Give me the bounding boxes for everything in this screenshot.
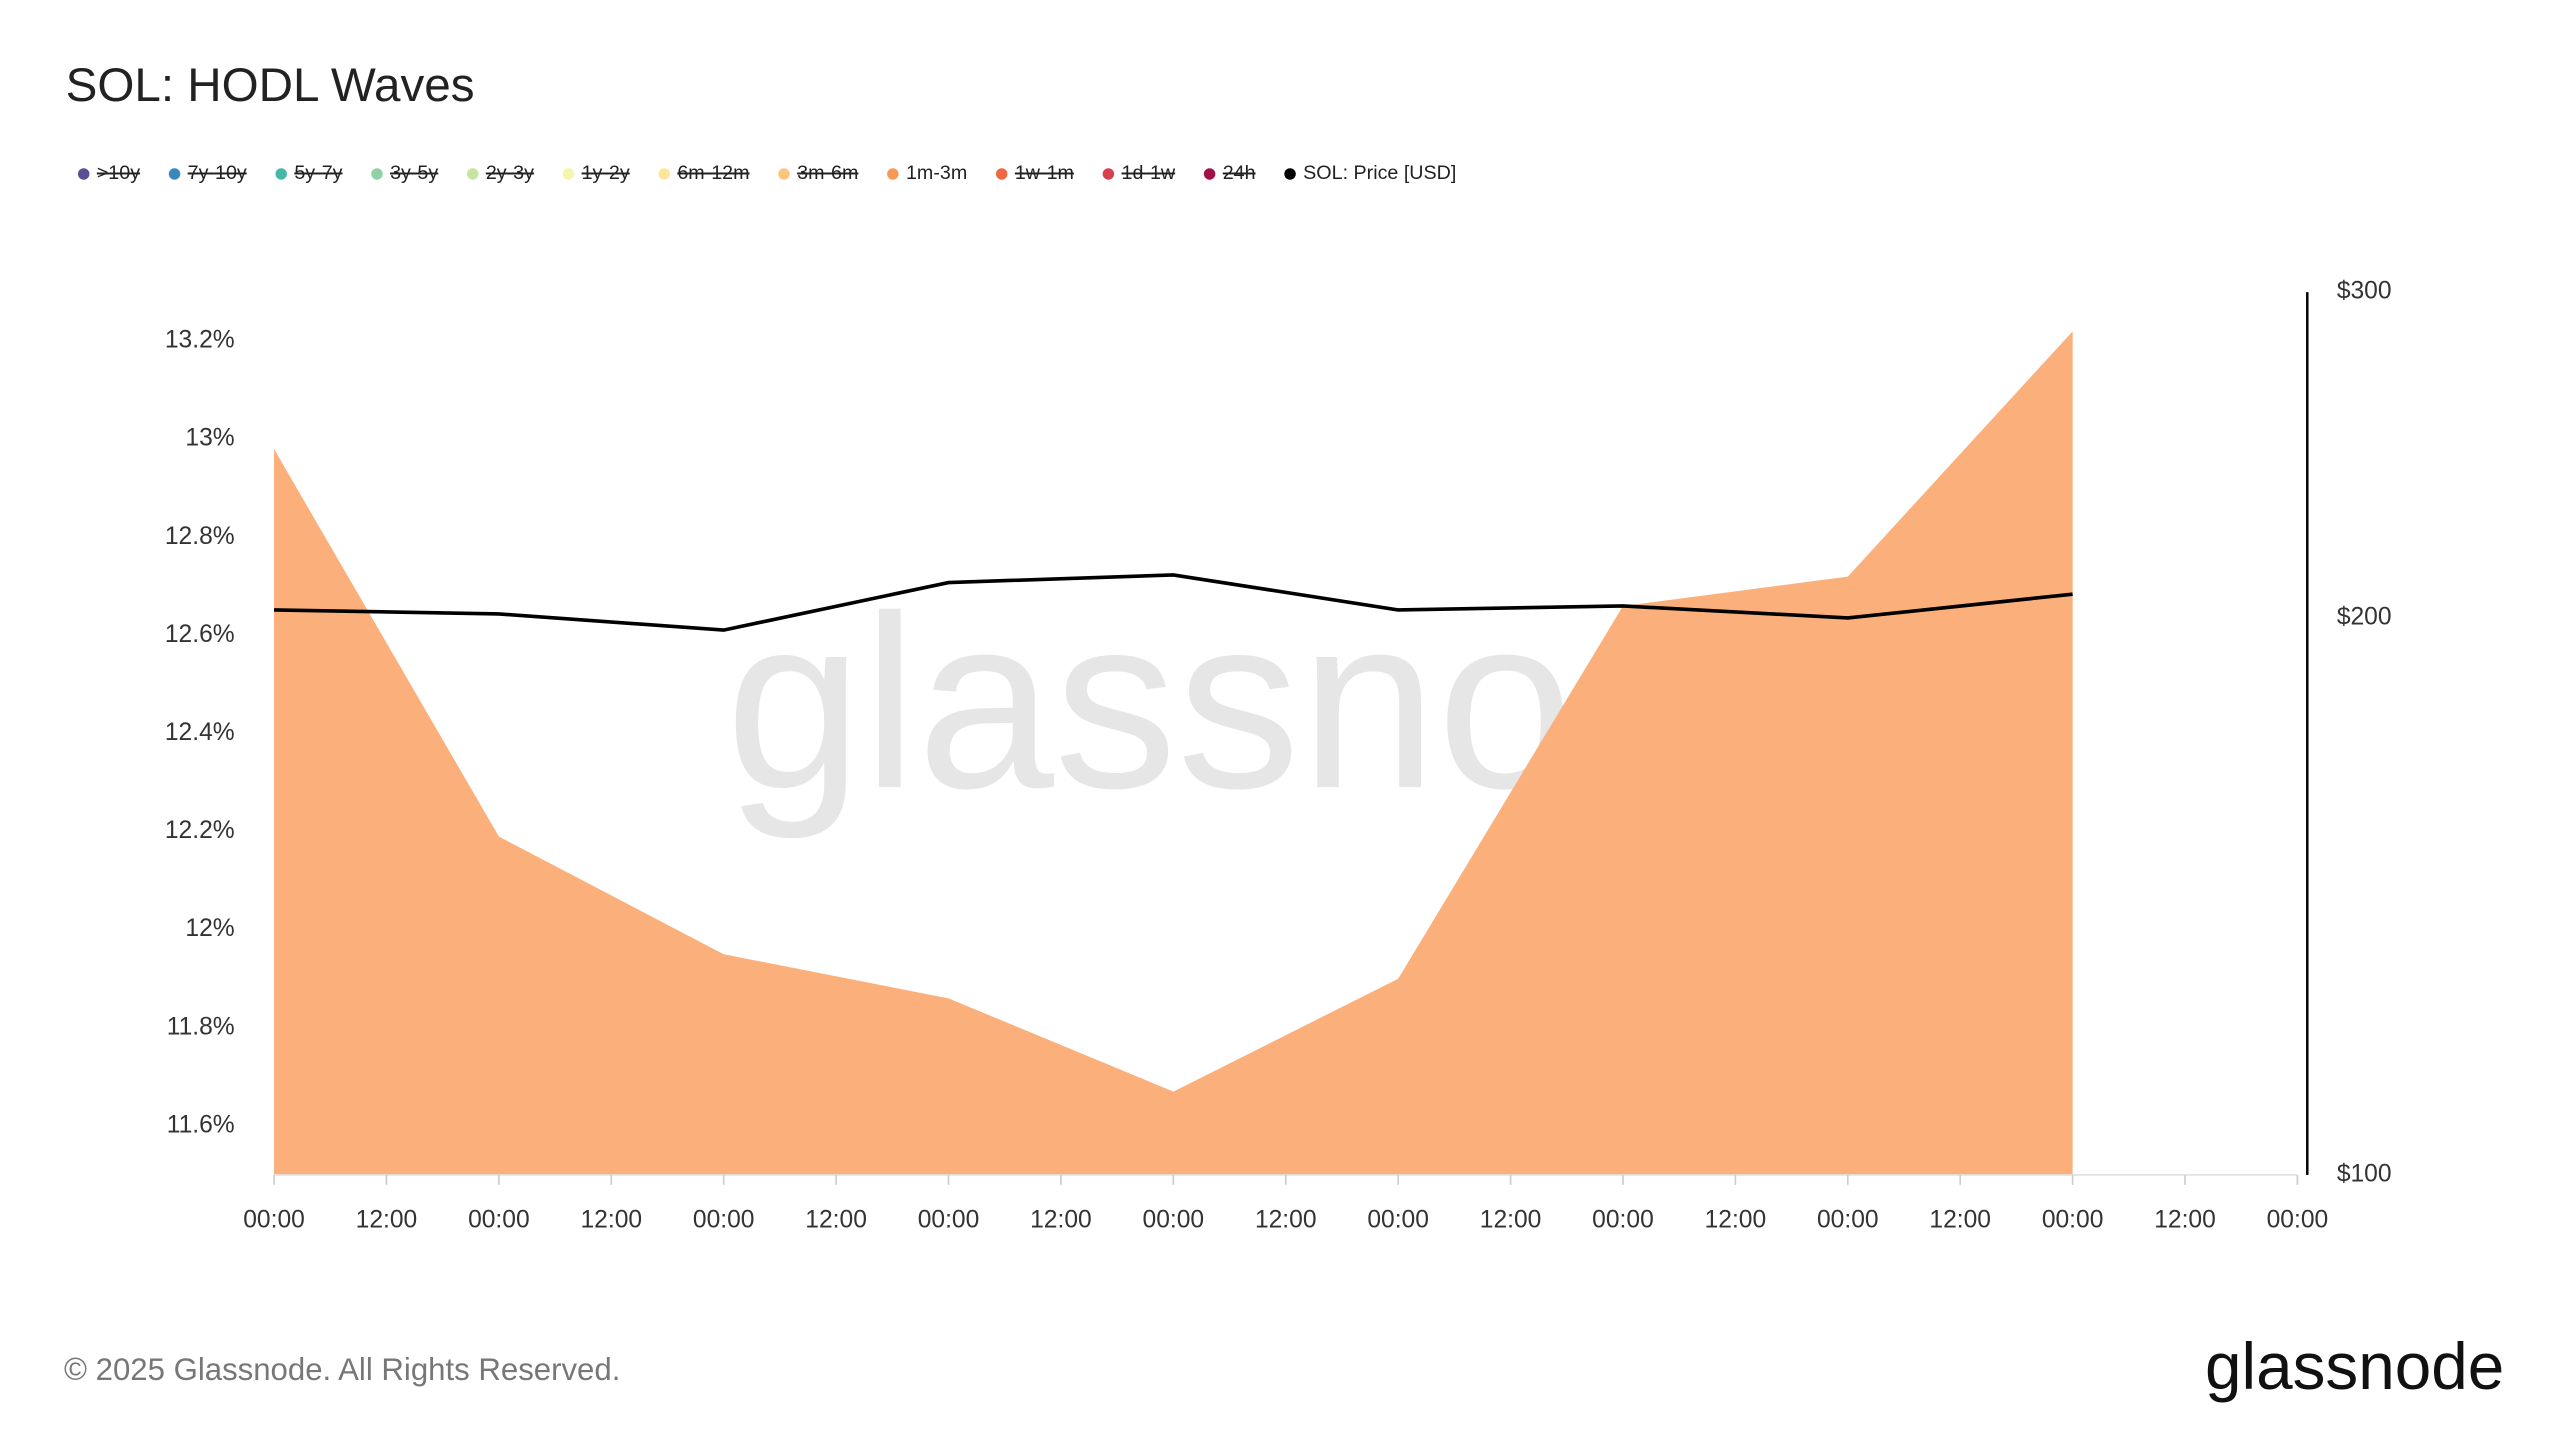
legend-label[interactable]: 2y-3y bbox=[486, 162, 534, 184]
x-tick-label: 00:00 bbox=[468, 1206, 530, 1233]
legend-label[interactable]: 1y-2y bbox=[582, 162, 630, 184]
legend-marker bbox=[658, 168, 670, 180]
y-tick-label: 13.2% bbox=[165, 327, 235, 354]
y2-tick-label: $100 bbox=[2337, 1160, 2392, 1187]
chart-title: SOL: HODL Waves bbox=[66, 59, 475, 112]
legend-label[interactable]: 1d-1w bbox=[1122, 162, 1176, 184]
x-tick-label: 12:00 bbox=[1929, 1206, 1991, 1233]
y-tick-label: 12% bbox=[185, 915, 234, 942]
x-tick-label: 12:00 bbox=[1480, 1206, 1542, 1233]
legend-label[interactable]: >10y bbox=[97, 162, 140, 184]
legend-marker bbox=[77, 168, 90, 180]
legend-label[interactable]: SOL: Price [USD] bbox=[1303, 162, 1456, 184]
x-tick-label: 12:00 bbox=[1705, 1206, 1767, 1233]
y-tick-label: 12.6% bbox=[165, 621, 235, 648]
y-tick-label: 12.8% bbox=[165, 523, 235, 550]
x-tick-label: 00:00 bbox=[243, 1206, 305, 1233]
legend-marker bbox=[778, 168, 790, 180]
legend-label[interactable]: 3y-5y bbox=[390, 162, 438, 184]
area bbox=[274, 331, 2073, 1175]
y-tick-label: 12.2% bbox=[165, 817, 235, 844]
logo: glassnode bbox=[2205, 1330, 2504, 1403]
legend-marker bbox=[1203, 168, 1216, 180]
x-tick-label: 12:00 bbox=[1255, 1206, 1317, 1233]
y2-tick-label: $300 bbox=[2337, 278, 2392, 305]
y-tick-label: 13% bbox=[185, 425, 234, 452]
x-tick-label: 00:00 bbox=[693, 1206, 755, 1233]
x-tick-label: 12:00 bbox=[356, 1206, 418, 1233]
x-tick-label: 12:00 bbox=[1030, 1206, 1092, 1233]
legend-marker bbox=[275, 168, 287, 180]
legend-label[interactable]: 1m-3m bbox=[906, 162, 967, 184]
x-tick-label: 12:00 bbox=[580, 1206, 642, 1233]
x-tick-label: 00:00 bbox=[1592, 1206, 1654, 1233]
y-tick-label: 12.4% bbox=[165, 719, 235, 746]
x-tick-label: 00:00 bbox=[1143, 1206, 1205, 1233]
legend-marker bbox=[1284, 168, 1296, 180]
y-tick-label: 11.8% bbox=[167, 1013, 235, 1040]
legend-marker bbox=[466, 168, 479, 180]
legend-marker bbox=[995, 168, 1008, 180]
line bbox=[274, 573, 2073, 632]
y2-tick-label: $200 bbox=[2337, 603, 2392, 630]
legend-marker bbox=[371, 168, 383, 180]
legend-label[interactable]: 1w-1m bbox=[1015, 162, 1074, 184]
legend-label[interactable]: 7y-10y bbox=[188, 162, 247, 184]
legend-marker bbox=[887, 168, 899, 180]
legend-label[interactable]: 24h bbox=[1223, 162, 1256, 184]
x-tick-label: 12:00 bbox=[805, 1206, 867, 1233]
copyright: © 2025 Glassnode. All Rights Reserved. bbox=[64, 1352, 620, 1387]
x-tick-label: 00:00 bbox=[1817, 1206, 1879, 1233]
legend-marker bbox=[562, 168, 575, 180]
legend-marker bbox=[168, 168, 181, 180]
legend-marker bbox=[1102, 168, 1115, 180]
y-tick-label: 11.6% bbox=[167, 1111, 235, 1138]
legend-label[interactable]: 3m-6m bbox=[797, 162, 858, 184]
x-tick-label: 00:00 bbox=[2267, 1206, 2329, 1233]
x-tick-label: 00:00 bbox=[1367, 1206, 1429, 1233]
x-tick-label: 00:00 bbox=[2042, 1206, 2104, 1233]
x-tick-label: 00:00 bbox=[918, 1206, 980, 1233]
x-tick-label: 12:00 bbox=[2154, 1206, 2216, 1233]
legend-label[interactable]: 5y-7y bbox=[294, 162, 342, 184]
legend-label[interactable]: 6m-12m bbox=[677, 162, 749, 184]
